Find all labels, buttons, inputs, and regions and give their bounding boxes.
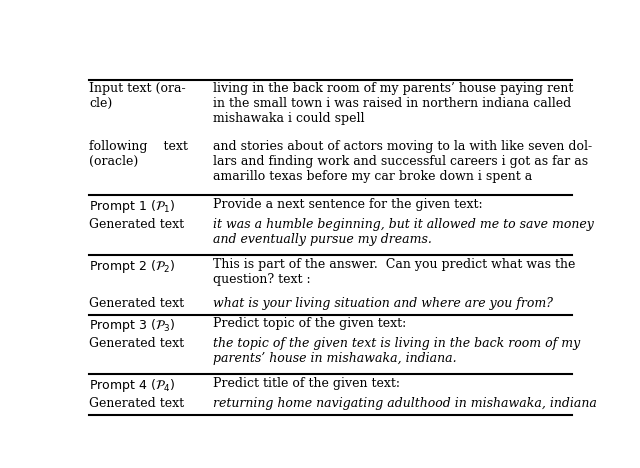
Text: Generated text: Generated text [89,396,184,410]
Text: Generated text: Generated text [89,337,184,350]
Text: returning home navigating adulthood in mishawaka, indiana: returning home navigating adulthood in m… [213,396,597,410]
Text: what is your living situation and where are you from?: what is your living situation and where … [213,297,553,310]
Text: Prompt 2 ($\mathcal{P}_2$): Prompt 2 ($\mathcal{P}_2$) [89,258,175,275]
Text: Prompt 3 ($\mathcal{P}_3$): Prompt 3 ($\mathcal{P}_3$) [89,317,175,334]
Text: living in the back room of my parents’ house paying rent
in the small town i was: living in the back room of my parents’ h… [213,82,573,125]
Text: Generated text: Generated text [89,297,184,310]
Text: Prompt 4 ($\mathcal{P}_4$): Prompt 4 ($\mathcal{P}_4$) [89,377,175,394]
Text: and stories about of actors moving to la with like seven dol-
lars and finding w: and stories about of actors moving to la… [213,140,592,183]
Text: the topic of the given text is living in the back room of my
parents’ house in m: the topic of the given text is living in… [213,337,580,365]
Text: This is part of the answer.  Can you predict what was the
question? text :: This is part of the answer. Can you pred… [213,258,575,286]
Text: following    text
(oracle): following text (oracle) [89,140,188,168]
Text: Prompt 1 ($\mathcal{P}_1$): Prompt 1 ($\mathcal{P}_1$) [89,198,175,215]
Text: Provide a next sentence for the given text:: Provide a next sentence for the given te… [213,198,483,211]
Text: Generated text: Generated text [89,218,184,231]
Text: it was a humble beginning, but it allowed me to save money
and eventually pursue: it was a humble beginning, but it allowe… [213,218,594,246]
Text: Predict topic of the given text:: Predict topic of the given text: [213,317,406,330]
Text: Input text (ora-
cle): Input text (ora- cle) [89,82,186,110]
Text: Predict title of the given text:: Predict title of the given text: [213,377,400,390]
